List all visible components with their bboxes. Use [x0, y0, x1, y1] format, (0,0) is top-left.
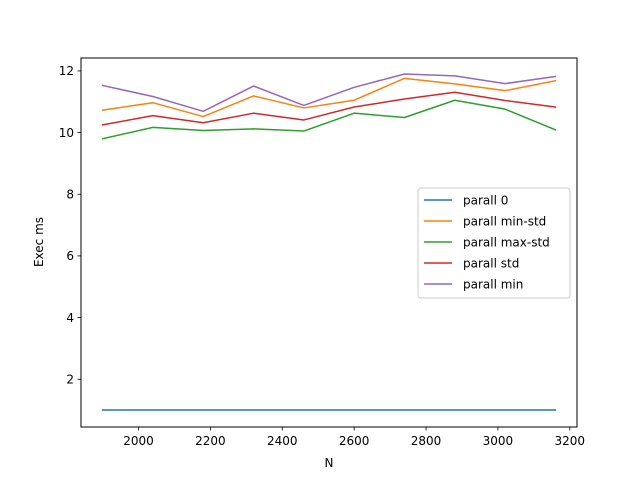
- legend-label: parall min-std: [463, 215, 546, 229]
- x-axis-ticks: 2000 2200 2400 2600 2800 3000 3200: [123, 427, 585, 448]
- y-axis-label: Exec ms: [32, 217, 46, 267]
- series-line-4: [101, 73, 557, 113]
- series-line-2: [101, 99, 557, 140]
- x-tick-label: 2800: [411, 434, 442, 448]
- y-tick-label: 4: [66, 311, 74, 325]
- legend-frame: [417, 187, 571, 299]
- y-tick-label: 12: [59, 64, 74, 78]
- series-layer: [101, 73, 557, 411]
- legend-label: parall 0: [463, 194, 508, 208]
- legend: parall 0 parall min-std parall max-std para…: [417, 187, 571, 299]
- legend-label: parall max-std: [463, 236, 550, 250]
- x-tick-label: 2400: [267, 434, 298, 448]
- plot-frame: [80, 57, 578, 428]
- series-line-3: [101, 91, 557, 126]
- y-tick-label: 10: [59, 126, 74, 140]
- legend-label: parall std: [463, 257, 519, 271]
- legend-label: parall min: [463, 278, 523, 292]
- series-line-1: [101, 77, 557, 118]
- y-axis-ticks: 2 4 6 8 10 12: [59, 64, 81, 387]
- x-tick-label: 2200: [195, 434, 226, 448]
- y-tick-label: 8: [66, 188, 74, 202]
- x-tick-label: 3000: [483, 434, 514, 448]
- x-tick-label: 2000: [123, 434, 154, 448]
- x-tick-label: 3200: [555, 434, 586, 448]
- x-tick-label: 2600: [339, 434, 370, 448]
- y-tick-label: 2: [66, 373, 74, 387]
- y-tick-label: 6: [66, 249, 74, 263]
- x-axis-label: N: [325, 456, 334, 470]
